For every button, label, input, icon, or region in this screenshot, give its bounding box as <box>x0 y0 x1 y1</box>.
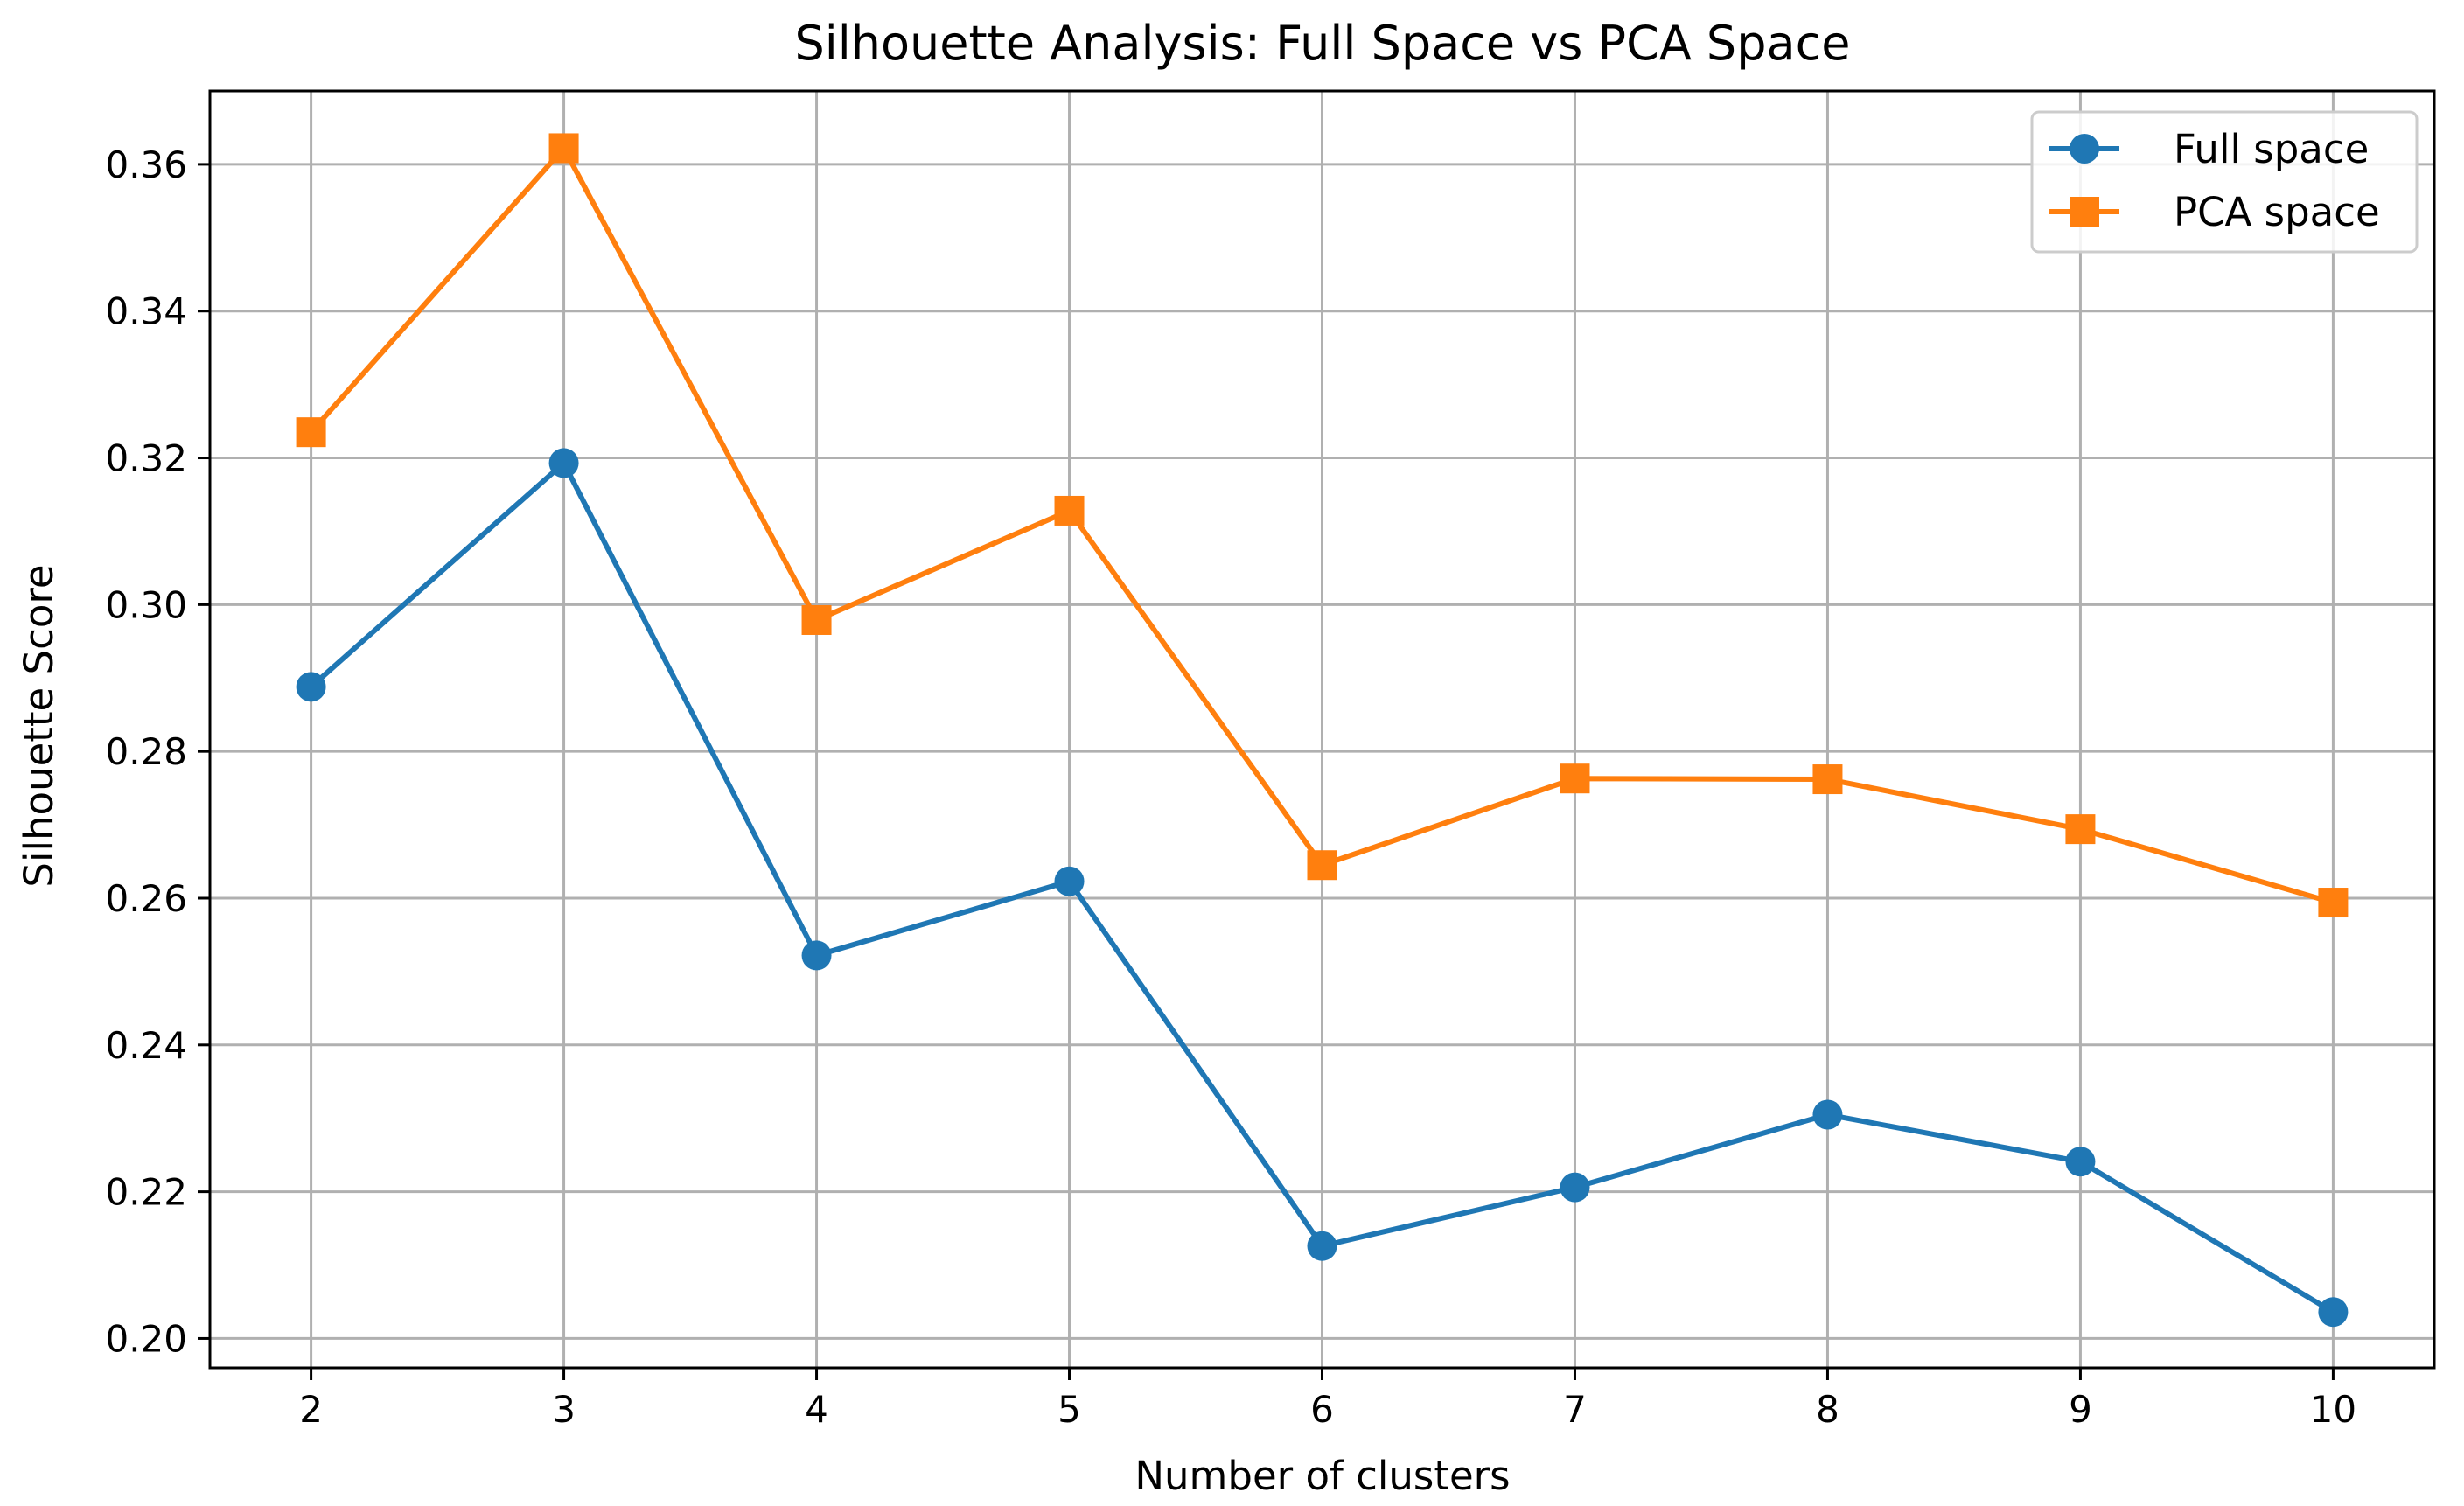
x-tick-label: 10 <box>2310 1388 2356 1431</box>
data-point-square <box>1054 495 1085 526</box>
data-point-square <box>548 133 579 164</box>
y-tick-label: 0.26 <box>105 877 187 920</box>
data-point-circle <box>801 940 832 971</box>
series-pca-space <box>296 133 2349 918</box>
data-point-square <box>1812 764 1843 795</box>
x-tick-label: 9 <box>2069 1388 2092 1431</box>
y-tick-label: 0.32 <box>105 437 187 480</box>
legend-marker-square <box>2070 197 2099 227</box>
x-tick-label: 2 <box>299 1388 323 1431</box>
x-tick-label: 7 <box>1563 1388 1587 1431</box>
data-point-circle <box>296 672 326 702</box>
x-tick-label: 3 <box>552 1388 576 1431</box>
x-axis-ticks: 2 3 4 5 6 7 8 9 10 <box>299 1368 2356 1431</box>
data-point-square <box>801 604 832 635</box>
data-point-circle <box>2318 1297 2349 1328</box>
y-tick-label: 0.22 <box>105 1171 187 1214</box>
data-point-circle <box>2065 1147 2096 1177</box>
x-tick-label: 5 <box>1057 1388 1081 1431</box>
data-point-square <box>2318 888 2349 918</box>
chart-title: Silhouette Analysis: Full Space vs PCA S… <box>795 16 1851 71</box>
legend-label: Full space <box>2174 126 2369 172</box>
data-point-circle <box>1560 1172 1590 1203</box>
data-point-square <box>1307 850 1337 881</box>
data-point-square <box>296 417 326 448</box>
y-tick-label: 0.24 <box>105 1024 187 1067</box>
data-point-square <box>2065 814 2096 845</box>
x-tick-label: 8 <box>1816 1388 1839 1431</box>
grid-lines <box>210 91 2434 1368</box>
legend: Full space PCA space <box>2030 110 2419 254</box>
legend-label: PCA space <box>2174 189 2380 235</box>
data-point-square <box>1560 763 1590 794</box>
data-point-circle <box>1307 1231 1337 1261</box>
data-point-circle <box>1054 866 1085 896</box>
y-axis-ticks: 0.20 0.22 0.24 0.26 0.28 0.30 0.32 0.34 0.36 <box>105 143 210 1360</box>
series-full-space <box>296 448 2349 1328</box>
series-layer <box>296 133 2349 1328</box>
legend-marker-circle <box>2070 134 2099 164</box>
legend-entry: PCA space <box>2049 189 2380 235</box>
y-tick-label: 0.30 <box>105 583 187 626</box>
y-axis-title: Silhouette Score <box>16 564 62 887</box>
y-tick-label: 0.20 <box>105 1317 187 1360</box>
x-axis-title: Number of clusters <box>1134 1453 1510 1499</box>
x-tick-label: 6 <box>1310 1388 1334 1431</box>
legend-box <box>2030 110 2419 254</box>
data-point-circle <box>548 448 579 478</box>
y-tick-label: 0.36 <box>105 143 187 186</box>
x-tick-label: 4 <box>805 1388 828 1431</box>
data-point-circle <box>1812 1099 1843 1130</box>
y-tick-label: 0.28 <box>105 730 187 773</box>
y-tick-label: 0.34 <box>105 290 187 333</box>
legend-entry: Full space <box>2049 126 2369 172</box>
